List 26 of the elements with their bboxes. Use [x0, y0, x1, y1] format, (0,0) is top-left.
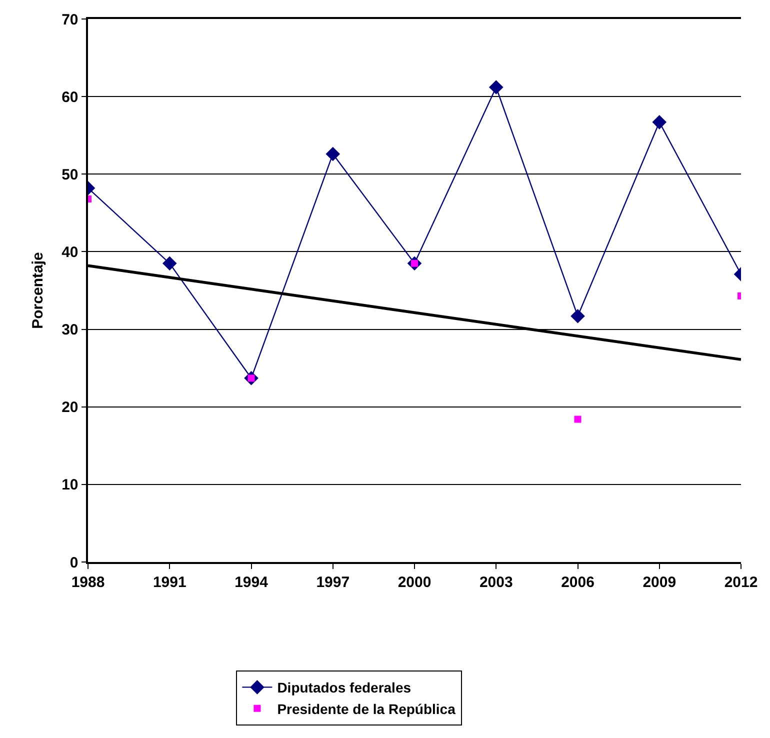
x-tick-label: 1994	[234, 574, 269, 591]
y-tick-label: 40	[62, 244, 78, 261]
y-tick-label: 10	[62, 476, 78, 494]
x-tick-label: 2009	[642, 574, 676, 591]
x-tick-label: 2006	[561, 574, 594, 591]
x-tick-label: 1997	[316, 574, 350, 591]
y-tick-label: 50	[62, 166, 78, 184]
y-tick-label: 20	[62, 399, 78, 416]
point	[488, 80, 504, 94]
x-tick-label: 1988	[71, 574, 105, 591]
y-tick-label: 30	[62, 322, 78, 339]
y-tick-label: 60	[62, 88, 78, 106]
y-axis-title: Porcentaje	[29, 252, 46, 329]
legend-label: Diputados federales	[277, 680, 412, 696]
x-tick-label: 1991	[152, 574, 186, 591]
point	[652, 115, 667, 130]
point	[162, 256, 177, 270]
x-tick-label: 2000	[398, 574, 432, 591]
point	[326, 146, 340, 162]
y-tick-label: 0	[70, 554, 78, 572]
point	[574, 416, 582, 423]
x-tick-label: 2012	[724, 574, 758, 591]
x-tick-label: 2003	[479, 574, 513, 591]
legend-label: Presidente de la República	[277, 700, 456, 717]
y-tick-label: 70	[62, 11, 78, 28]
point	[570, 308, 585, 324]
